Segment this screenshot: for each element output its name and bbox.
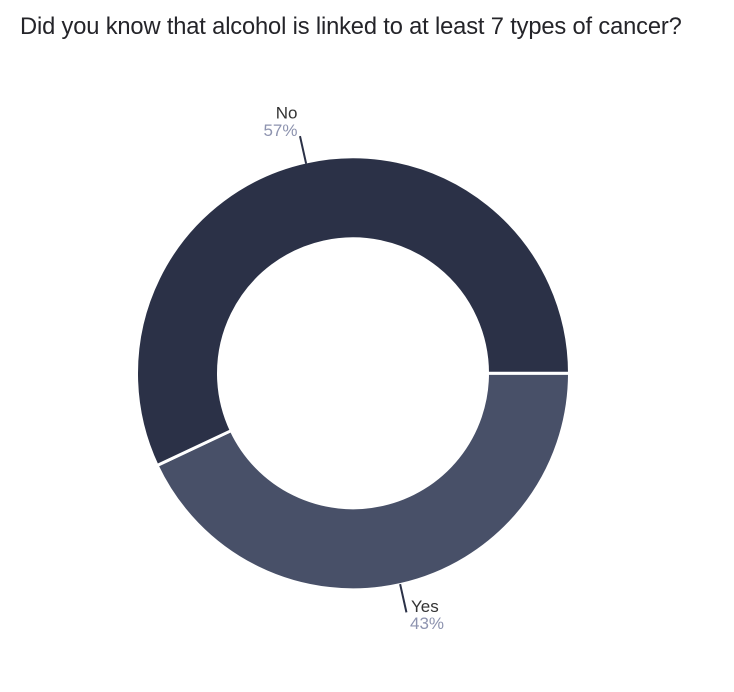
svg-text:57%: 57% xyxy=(263,121,297,140)
svg-text:43%: 43% xyxy=(410,614,444,633)
svg-text:Yes: Yes xyxy=(411,597,439,616)
svg-text:No: No xyxy=(276,104,298,123)
